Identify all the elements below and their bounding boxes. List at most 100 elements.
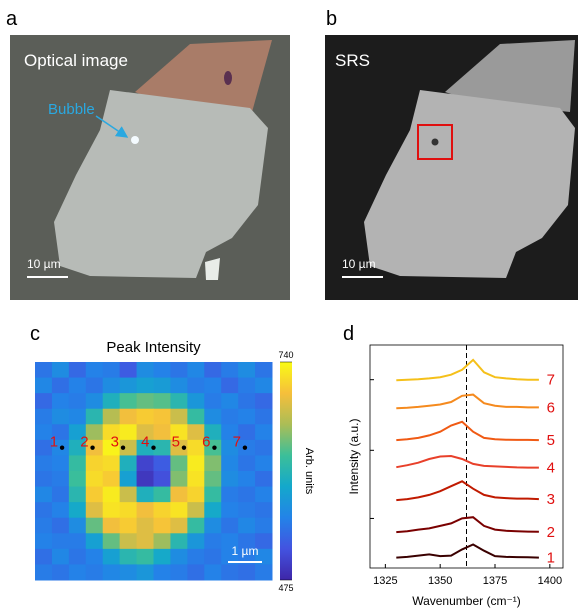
heat-cell (187, 549, 204, 565)
heat-cell (204, 409, 221, 425)
heat-cell (52, 549, 69, 565)
heat-cell (221, 378, 238, 394)
heat-cell (137, 502, 154, 518)
panel-label: a (6, 8, 18, 30)
colorbar-tick-label: 740 (278, 350, 293, 360)
x-tick-label: 1400 (538, 575, 562, 587)
heat-cell (35, 533, 52, 549)
heat-cell (255, 502, 272, 518)
point-marker (243, 445, 247, 449)
spectrum-line (396, 481, 539, 500)
heat-cell (154, 502, 171, 518)
heat-cell (255, 440, 272, 456)
heat-cell (154, 518, 171, 534)
x-tick-label: 1375 (483, 575, 507, 587)
heat-cell (154, 455, 171, 471)
heat-cell (35, 378, 52, 394)
heat-cell (120, 518, 137, 534)
heat-cell (52, 378, 69, 394)
point-marker (151, 445, 155, 449)
heat-cell (170, 549, 187, 565)
point-label: 3 (111, 434, 119, 451)
heat-cell (170, 362, 187, 378)
heat-cell (154, 424, 171, 440)
heat-cell (154, 471, 171, 487)
heat-cell (255, 564, 272, 580)
heat-cell (103, 409, 120, 425)
heat-cell (69, 471, 86, 487)
heat-cell (170, 393, 187, 409)
heat-cell (255, 378, 272, 394)
heat-cell (69, 549, 86, 565)
scale-bar-label: 10 µm (27, 257, 61, 271)
series-label: 3 (547, 491, 555, 508)
heat-cell (187, 471, 204, 487)
heat-cell (86, 409, 103, 425)
panel-label: b (326, 8, 337, 30)
heat-cell (154, 393, 171, 409)
point-marker (60, 445, 64, 449)
heat-cell (255, 393, 272, 409)
heat-cell (204, 393, 221, 409)
heat-cell (103, 533, 120, 549)
heat-cell (52, 455, 69, 471)
heat-cell (170, 471, 187, 487)
heat-cell (120, 393, 137, 409)
scale-bar-label: 10 µm (342, 257, 376, 271)
heat-cell (221, 487, 238, 503)
heat-cell (187, 487, 204, 503)
heat-cell (103, 362, 120, 378)
heat-cell (69, 533, 86, 549)
heat-cell (204, 518, 221, 534)
heat-cell (120, 564, 137, 580)
series-label: 2 (547, 524, 555, 541)
heat-cell (103, 378, 120, 394)
heat-cell (204, 362, 221, 378)
heat-cell (137, 471, 154, 487)
heat-cell (103, 393, 120, 409)
heat-cell (103, 487, 120, 503)
heat-cell (170, 564, 187, 580)
heat-cell (69, 487, 86, 503)
heat-cell (35, 502, 52, 518)
heat-cell (86, 549, 103, 565)
heat-cell (86, 455, 103, 471)
heat-cell (86, 471, 103, 487)
heat-cell (86, 378, 103, 394)
heat-cell (154, 362, 171, 378)
heat-cell (52, 393, 69, 409)
heat-cell (35, 487, 52, 503)
heat-cell (187, 362, 204, 378)
heat-cell (187, 409, 204, 425)
point-label: 4 (141, 434, 149, 451)
chart-title: Peak Intensity (106, 339, 201, 356)
heat-cell (170, 455, 187, 471)
colorbar (280, 362, 292, 580)
heat-cell (154, 409, 171, 425)
heat-cell (255, 487, 272, 503)
heat-cell (35, 362, 52, 378)
heat-cell (170, 502, 187, 518)
heat-cell (204, 564, 221, 580)
heat-cell (137, 518, 154, 534)
x-axis-label: Wavenumber (cm⁻¹) (412, 594, 521, 608)
heat-cell (52, 409, 69, 425)
heat-cell (86, 518, 103, 534)
heat-cell (187, 564, 204, 580)
heat-cell (170, 533, 187, 549)
heat-cell (238, 455, 255, 471)
heat-cell (52, 518, 69, 534)
heat-cell (103, 471, 120, 487)
heat-cell (221, 393, 238, 409)
heat-cell (170, 518, 187, 534)
heat-cell (154, 378, 171, 394)
heat-cell (137, 409, 154, 425)
spectrum-line (396, 360, 539, 380)
heat-cell (187, 378, 204, 394)
heat-cell (187, 518, 204, 534)
heat-cell (120, 549, 137, 565)
heat-cell (120, 378, 137, 394)
heat-cell (120, 424, 137, 440)
scale-bar-label: 1 µm (232, 544, 259, 558)
heat-cell (69, 502, 86, 518)
